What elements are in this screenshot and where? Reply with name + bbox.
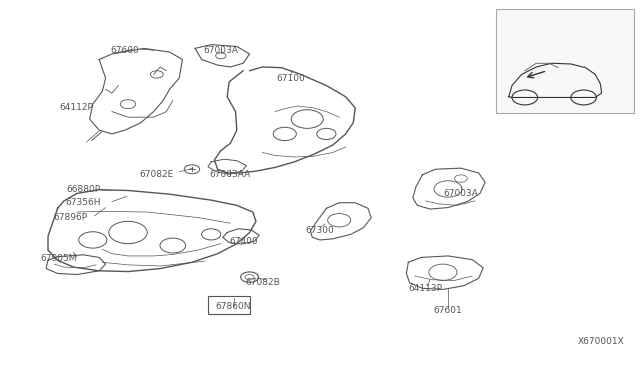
Text: 67400: 67400: [229, 237, 257, 246]
Text: 66880P: 66880P: [66, 185, 100, 194]
Text: 67860N: 67860N: [216, 302, 252, 311]
FancyBboxPatch shape: [208, 296, 250, 314]
Text: 67300: 67300: [306, 226, 334, 235]
FancyBboxPatch shape: [496, 9, 634, 113]
Text: 67905M: 67905M: [40, 254, 77, 263]
Text: 67003A: 67003A: [444, 189, 478, 198]
Text: 64112P: 64112P: [60, 103, 93, 112]
Text: 67003A: 67003A: [204, 46, 238, 55]
Text: 67082B: 67082B: [245, 278, 280, 287]
Text: X670001X: X670001X: [578, 337, 625, 346]
Text: 67896P: 67896P: [53, 213, 88, 222]
Text: 64113P: 64113P: [408, 284, 443, 293]
Text: 67082E: 67082E: [140, 170, 174, 179]
Text: 67601: 67601: [434, 306, 462, 315]
Text: 67356H: 67356H: [65, 198, 101, 207]
Text: 67600: 67600: [111, 46, 139, 55]
Text: 67003AA: 67003AA: [210, 170, 251, 179]
Text: 67100: 67100: [277, 74, 305, 83]
